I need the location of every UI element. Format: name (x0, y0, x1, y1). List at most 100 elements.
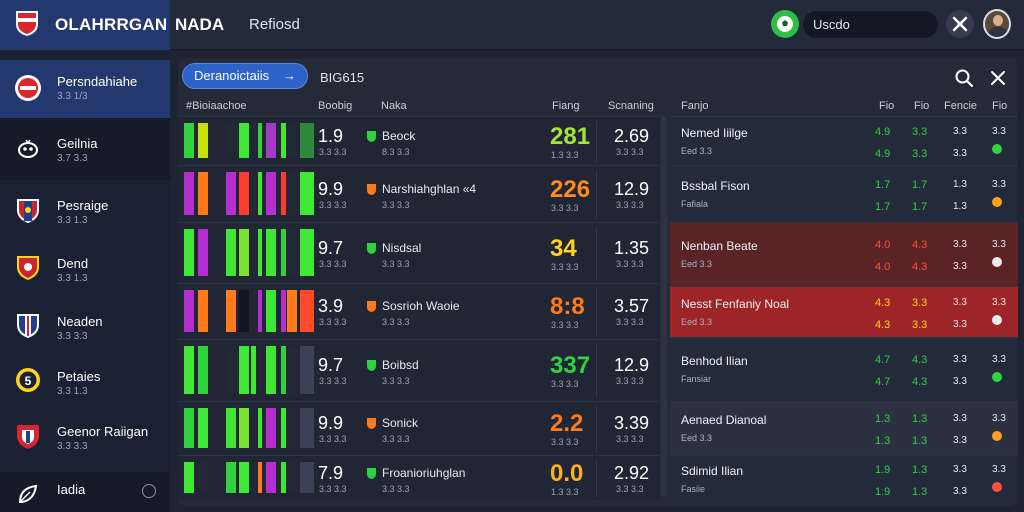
form-bar (299, 408, 314, 448)
search-icon[interactable] (954, 68, 974, 88)
form-bar (226, 346, 236, 394)
detail-row[interactable]: Nesst Fenfaniy Noal Eed 3.3 4.3 3.3 3.3 4.3 3.… (670, 286, 1018, 337)
live-button[interactable] (771, 10, 799, 38)
sidebar-item-label: Geenor Raiigan (57, 424, 149, 439)
sidebar-item-sub: 3.3 3.3 (57, 441, 88, 452)
brand-area[interactable]: OLAHRRGAN (0, 0, 170, 50)
row-number: 3.9 (318, 296, 344, 316)
detail-stat-2b: 1.7 (912, 201, 928, 213)
detail-stat-4: 3.3 (992, 179, 1006, 190)
sidebar-item-label: Dend (57, 256, 89, 271)
form-bar (257, 172, 262, 215)
form-bar (226, 172, 236, 215)
column-header[interactable]: Fio (879, 100, 895, 112)
detail-name: Nemed Iiilge (681, 126, 748, 140)
form-bar (280, 346, 286, 394)
detail-row[interactable]: Benhod Ilian Fansiar 4.7 4.3 3.3 4.7 4.3 3.3 3.3 (670, 337, 1018, 401)
sidebar-item-4[interactable]: Neaden 3.3 3.3 (0, 300, 170, 356)
team-sub: 3.3 3.3 (382, 484, 410, 494)
team-name: Narshiahghlan «4 (382, 182, 477, 196)
form-bar (197, 408, 208, 448)
score-sub: 1.3 3.3 (551, 150, 579, 160)
column-divider (596, 344, 597, 398)
table-row[interactable]: 9.9 3.3 3.3 Sonick 3.3 3.3 2.2 3.3 3.3 3.39 3.3… (178, 401, 660, 455)
sidebar-item-5[interactable]: 5 Petaies 3.3 1.3 (0, 356, 170, 412)
sidebar-item-0[interactable]: Persndahiahe 3.3 1/3 (0, 60, 170, 118)
column-header[interactable]: Fanjo (681, 100, 709, 112)
form-bar (286, 462, 297, 493)
table-row[interactable]: 9.7 3.3 3.3 Nisdsal 3.3 3.3 34 3.3 3.3 1.35 3.3… (178, 222, 660, 283)
detail-stat-2b: 3.3 (912, 319, 928, 331)
nav-primary-link[interactable]: NADA (175, 15, 225, 34)
form-bar (184, 290, 194, 332)
form-bar (197, 172, 208, 215)
odds-value: 1.35 (614, 238, 650, 258)
detail-row[interactable]: Nemed Iiilge Eed 3.3 4.9 3.3 3.3 4.9 3.3 3.3 3.3 (670, 116, 1018, 165)
search-field[interactable]: Uscdo (803, 11, 938, 38)
status-dot-icon (992, 144, 1002, 154)
team-sub: 3.3 3.3 (382, 259, 410, 269)
table-row[interactable]: 1.9 3.3 3.3 Beock 8.3 3.3 281 1.3 3.3 2.69 3.3 … (178, 116, 660, 165)
status-dot-icon (992, 482, 1002, 492)
sidebar-item-3[interactable]: Dend 3.3 1.3 (0, 242, 170, 298)
column-header[interactable]: Fencie (944, 100, 978, 112)
form-bar (197, 229, 208, 276)
table-row[interactable]: 9.7 3.3 3.3 Boibsd 3.3 3.3 337 3.3 3.3 12.9 3.3… (178, 339, 660, 401)
detail-stat-2b: 4.3 (912, 376, 928, 388)
sidebar-collapse-toggle[interactable] (142, 484, 156, 498)
detail-sub: Eed 3.3 (681, 259, 713, 269)
detail-stat-4: 3.3 (992, 297, 1006, 308)
sidebar-item-7[interactable]: Iadia (0, 472, 170, 512)
table-row[interactable]: 7.9 3.3 3.3 Froanioriuhglan 3.3 3.3 0.0 1.3 3… (178, 455, 660, 500)
form-bar (280, 123, 286, 158)
detail-stat-3: 3.3 (953, 297, 967, 308)
sidebar-item-2[interactable]: Pesraige 3.3 1.3 (0, 184, 170, 240)
red-crest-icon (17, 425, 39, 449)
column-header[interactable]: Naka (381, 100, 407, 112)
odds-value: 3.57 (614, 296, 650, 316)
arrow-right-icon: → (283, 68, 296, 83)
column-header[interactable]: Fiang (552, 100, 580, 112)
column-header[interactable]: Fio (914, 100, 930, 112)
detail-row[interactable]: Nenban Beate Eed 3.3 4.0 4.3 3.3 4.0 4.3 3.3 3.3 (670, 222, 1018, 286)
detail-stat-2: 4.3 (912, 239, 928, 251)
score-sub: 3.3 3.3 (551, 262, 579, 272)
sidebar-item-6[interactable]: Geenor Raiigan 3.3 3.3 (0, 412, 170, 470)
avatar-body (988, 27, 1008, 37)
form-bar (238, 346, 249, 394)
detail-row[interactable]: Aenaed Dianoal Eed 3.3 1.3 1.3 3.3 1.3 1.3 3.3 3… (670, 401, 1018, 455)
detail-stat-1b: 4.3 (875, 319, 891, 331)
detail-row[interactable]: Bssbal Fison Fafiala 1.7 1.7 1.3 1.7 1.7 1.3 3.3 (670, 165, 1018, 222)
column-header[interactable]: Scnaning (608, 100, 654, 112)
column-header[interactable]: Fio (992, 100, 1008, 112)
table-row[interactable]: 9.9 3.3 3.3 Narshiahghlan «4 3.3 3.3 226 3.3 … (178, 165, 660, 222)
column-header[interactable]: Boobig (318, 100, 353, 112)
detail-stat-1: 1.9 (875, 464, 891, 476)
detail-stat-1: 1.3 (875, 413, 891, 425)
sidebar-item-1[interactable]: Geilnia 3.7 3.3 (0, 118, 170, 180)
close-icon[interactable] (988, 68, 1008, 88)
detail-stat-3: 3.3 (953, 239, 967, 250)
detail-stat-1: 4.0 (875, 239, 891, 251)
detail-stat-3b: 3.3 (953, 148, 967, 159)
form-bar (238, 290, 249, 332)
form-bar (257, 462, 262, 493)
form-bar (257, 408, 262, 448)
sidebar-item-label: Pesraige (57, 198, 109, 213)
nav-secondary-link[interactable]: Refiosd (249, 16, 300, 33)
detail-sub: Fafiala (681, 199, 709, 209)
no-entry-crest-icon (15, 75, 41, 101)
form-bar (280, 290, 286, 332)
detail-row[interactable]: Sdimid Ilian Fasiie 1.9 1.3 3.3 1.9 1.3 3.3 3.3 (670, 455, 1018, 503)
column-header[interactable]: #Bioiaachoe (186, 100, 247, 112)
odds-value: 2.92 (614, 463, 650, 483)
scrollbar[interactable] (661, 116, 667, 496)
user-avatar[interactable] (983, 9, 1011, 39)
tools-button[interactable] (946, 10, 974, 38)
table-row[interactable]: 3.9 3.3 3.3 Sosrioh Waoie 3.3 3.3 8:8 3.3 3.3… (178, 283, 660, 339)
detail-sub: Eed 3.3 (681, 317, 713, 327)
filter-button[interactable]: Deranoictaiis → (182, 63, 308, 89)
row-number-sub: 3.3 3.3 (319, 147, 347, 157)
column-divider (596, 460, 597, 497)
detail-stat-1b: 4.9 (875, 148, 891, 160)
